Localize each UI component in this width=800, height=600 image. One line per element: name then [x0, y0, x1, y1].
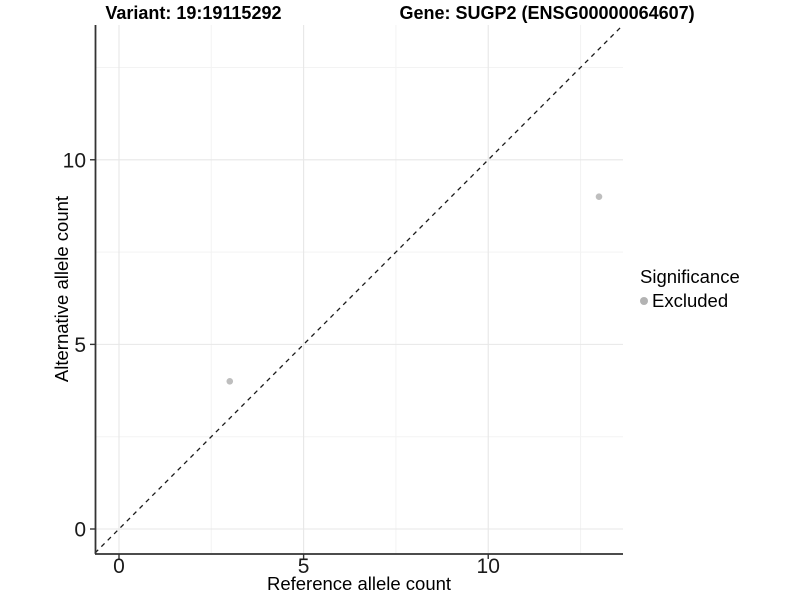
x-tick-label: 10	[477, 555, 500, 578]
y-tick-label: 10	[63, 149, 86, 172]
x-axis-title: Reference allele count	[266, 573, 452, 594]
identity-dashed-line	[94, 24, 624, 554]
plot-title: Variant: 19:19115292 Gene: SUGP2 (ENSG00…	[0, 3, 800, 24]
legend-title: Significance	[640, 266, 740, 287]
x-tick-label: 0	[113, 555, 125, 578]
y-tick-label: 5	[74, 334, 86, 357]
plot-title-gene: Gene: SUGP2 (ENSG00000064607)	[399, 3, 695, 23]
legend: Significance Excluded	[640, 266, 740, 312]
legend-item-excluded: Excluded	[640, 290, 740, 312]
excluded-point-icon	[640, 297, 648, 305]
x-tick-label: 5	[298, 555, 310, 578]
y-tick-label: 0	[74, 519, 86, 542]
legend-item-label: Excluded	[652, 290, 729, 311]
data-point	[226, 378, 234, 385]
plot-title-variant: Variant: 19:19115292	[105, 3, 282, 23]
y-axis-title: Alternative allele count	[51, 195, 72, 383]
data-point	[595, 193, 603, 200]
